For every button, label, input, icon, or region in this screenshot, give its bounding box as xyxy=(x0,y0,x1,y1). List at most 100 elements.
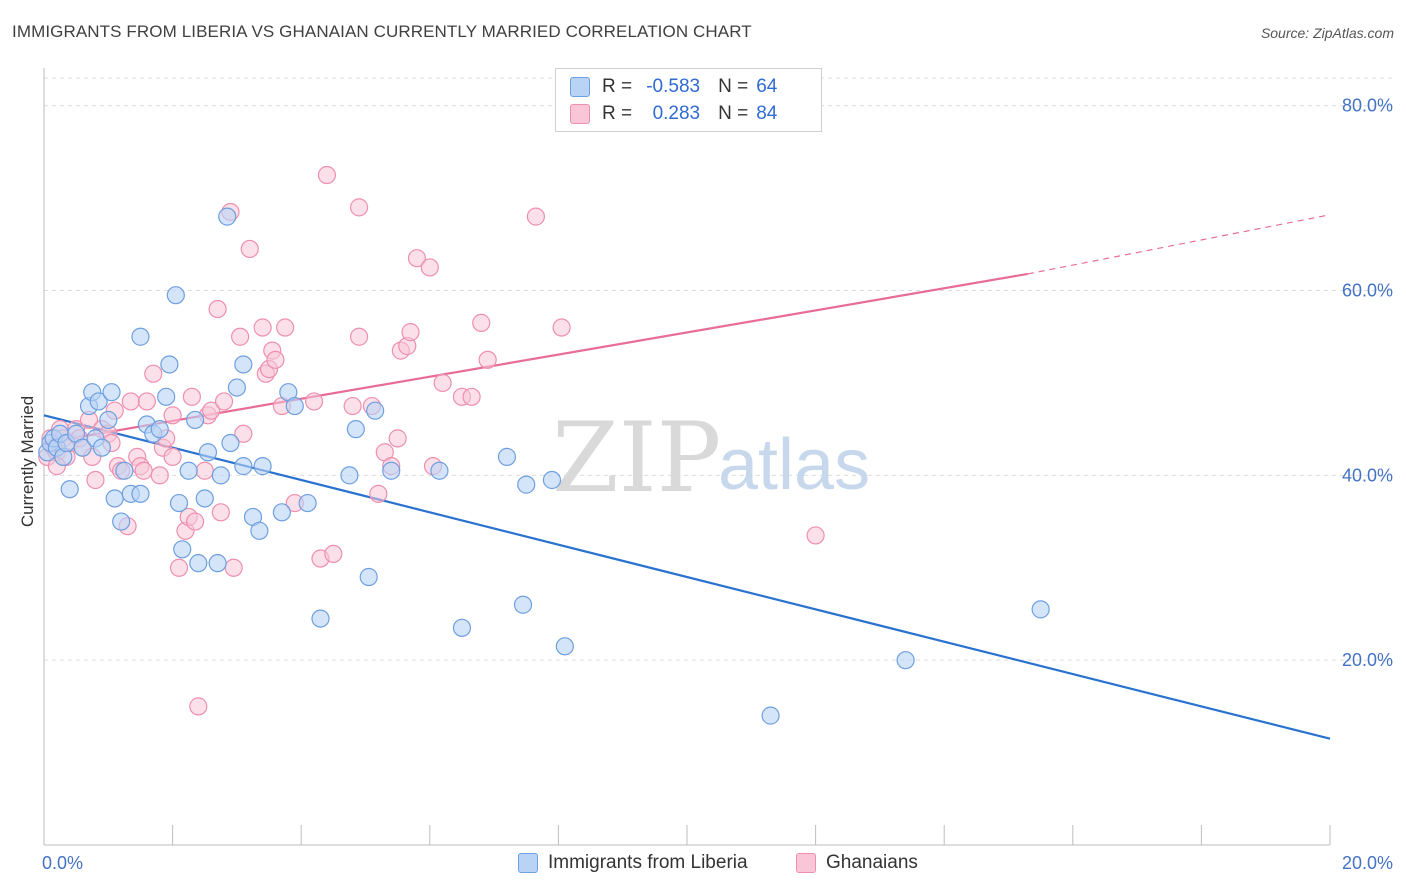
liberia-point xyxy=(179,461,198,480)
liberia-swatch xyxy=(570,77,590,97)
liberia-point xyxy=(227,378,246,397)
ghanaians-point xyxy=(317,165,337,185)
ghanaians-point xyxy=(276,318,295,337)
watermark-zip-text: ZIP xyxy=(552,402,721,514)
ghanaians-point xyxy=(343,396,362,416)
n-value: 64 xyxy=(756,76,778,97)
ghanaians-legend-swatch xyxy=(796,853,816,873)
ghanaians-point xyxy=(253,318,272,337)
x-tick-label: 0.0% xyxy=(42,853,83,873)
y-tick-label: 20.0% xyxy=(1342,650,1393,670)
liberia-point xyxy=(99,410,118,430)
liberia-point xyxy=(166,286,185,305)
ghanaians-point xyxy=(806,526,825,545)
ghanaians-point xyxy=(189,697,208,716)
liberia-point xyxy=(452,618,472,637)
watermark-atlas-text: atlas xyxy=(718,425,870,505)
y-axis-label: Currently Married xyxy=(18,396,37,527)
liberia-point xyxy=(89,392,108,411)
ghanaians-point xyxy=(202,401,221,420)
y-tick-label: 40.0% xyxy=(1342,465,1393,485)
x-tick-label: 20.0% xyxy=(1342,853,1393,873)
ghanaians-point xyxy=(163,447,182,466)
ghanaians-point xyxy=(137,392,156,411)
ghanaians-point xyxy=(144,364,163,383)
liberia-point xyxy=(340,466,359,485)
ghanaians-point xyxy=(208,299,227,319)
legend-label: Immigrants from Liberia xyxy=(548,852,748,873)
ghanaians-point xyxy=(349,198,369,217)
liberia-point xyxy=(169,493,189,513)
liberia-point xyxy=(555,637,574,656)
ghanaians-point xyxy=(388,429,407,448)
ghanaians-point xyxy=(195,461,214,480)
ghanaians-point xyxy=(234,424,253,443)
liberia-point xyxy=(92,438,111,457)
liberia-point xyxy=(218,207,237,226)
y-tick-labels: 20.0% 40.0% 60.0% 80.0% xyxy=(1342,96,1393,670)
liberia-point xyxy=(234,355,253,374)
liberia-point xyxy=(221,433,240,453)
ghanaians-point xyxy=(304,392,324,411)
liberia-point xyxy=(311,609,330,628)
ghanaians-point xyxy=(552,318,571,337)
ghanaians-point xyxy=(472,313,491,332)
liberia-point xyxy=(157,387,176,406)
legend-label: Ghanaians xyxy=(826,852,918,873)
y-tick-label: 60.0% xyxy=(1342,281,1393,301)
liberia-point xyxy=(234,457,253,476)
ghanaians-point xyxy=(224,558,243,577)
ghanaians-point xyxy=(150,466,169,485)
liberia-point xyxy=(73,438,92,457)
ghanaians-point xyxy=(369,484,388,503)
ghanaians-point xyxy=(420,258,439,277)
ghanaians-trend-extension xyxy=(1027,214,1331,275)
liberia-point xyxy=(517,475,536,494)
liberia-legend-swatch xyxy=(518,853,538,873)
liberia-point xyxy=(173,540,192,559)
liberia-point xyxy=(346,420,365,439)
ghanaians-point xyxy=(349,327,369,346)
ghanaians-point xyxy=(478,350,497,369)
r-label: R = xyxy=(602,103,633,124)
ghanaians-point xyxy=(401,323,420,342)
legend-item-ghanaians[interactable]: Ghanaians xyxy=(796,852,918,874)
liberia-point xyxy=(1031,600,1050,619)
ghanaians-point xyxy=(169,558,189,577)
ghanaians-point xyxy=(86,470,105,490)
n-label: N = xyxy=(718,76,749,97)
liberia-point xyxy=(513,595,533,614)
liberia-point xyxy=(208,554,227,573)
ghanaians-point xyxy=(324,544,343,564)
liberia-point xyxy=(112,512,131,531)
r-value: 0.283 xyxy=(652,103,701,124)
liberia-point xyxy=(131,327,150,346)
liberia-point xyxy=(285,396,304,416)
x-tick-labels: 0.0% 20.0% xyxy=(42,853,1393,873)
liberia-point xyxy=(382,461,401,480)
liberia-point xyxy=(298,493,317,513)
stats-row-ghanaians: R = 0.283 N = 84 xyxy=(570,102,777,126)
liberia-point xyxy=(186,410,205,430)
ghanaians-point xyxy=(121,392,140,411)
liberia-point xyxy=(115,461,134,480)
series-liberia-points xyxy=(38,207,1050,725)
r-value: -0.583 xyxy=(646,76,701,97)
n-value: 84 xyxy=(756,103,778,124)
ghanaians-point xyxy=(182,387,201,406)
stats-row-liberia: R = -0.583 N = 64 xyxy=(570,75,777,99)
liberia-point xyxy=(131,484,150,503)
liberia-point xyxy=(497,447,517,466)
ghanaians-point xyxy=(407,249,427,268)
liberia-point xyxy=(195,489,214,508)
stats-legend: R = -0.583 N = 64 R = 0.283 N = 84 xyxy=(555,68,822,132)
ghanaians-point xyxy=(433,373,452,393)
liberia-point xyxy=(160,355,179,374)
liberia-point xyxy=(359,567,378,587)
ghanaians-point xyxy=(163,406,182,425)
liberia-point xyxy=(198,443,218,462)
n-label: N = xyxy=(718,103,749,124)
legend-item-liberia[interactable]: Immigrants from Liberia xyxy=(518,852,748,874)
liberia-point xyxy=(253,457,272,476)
